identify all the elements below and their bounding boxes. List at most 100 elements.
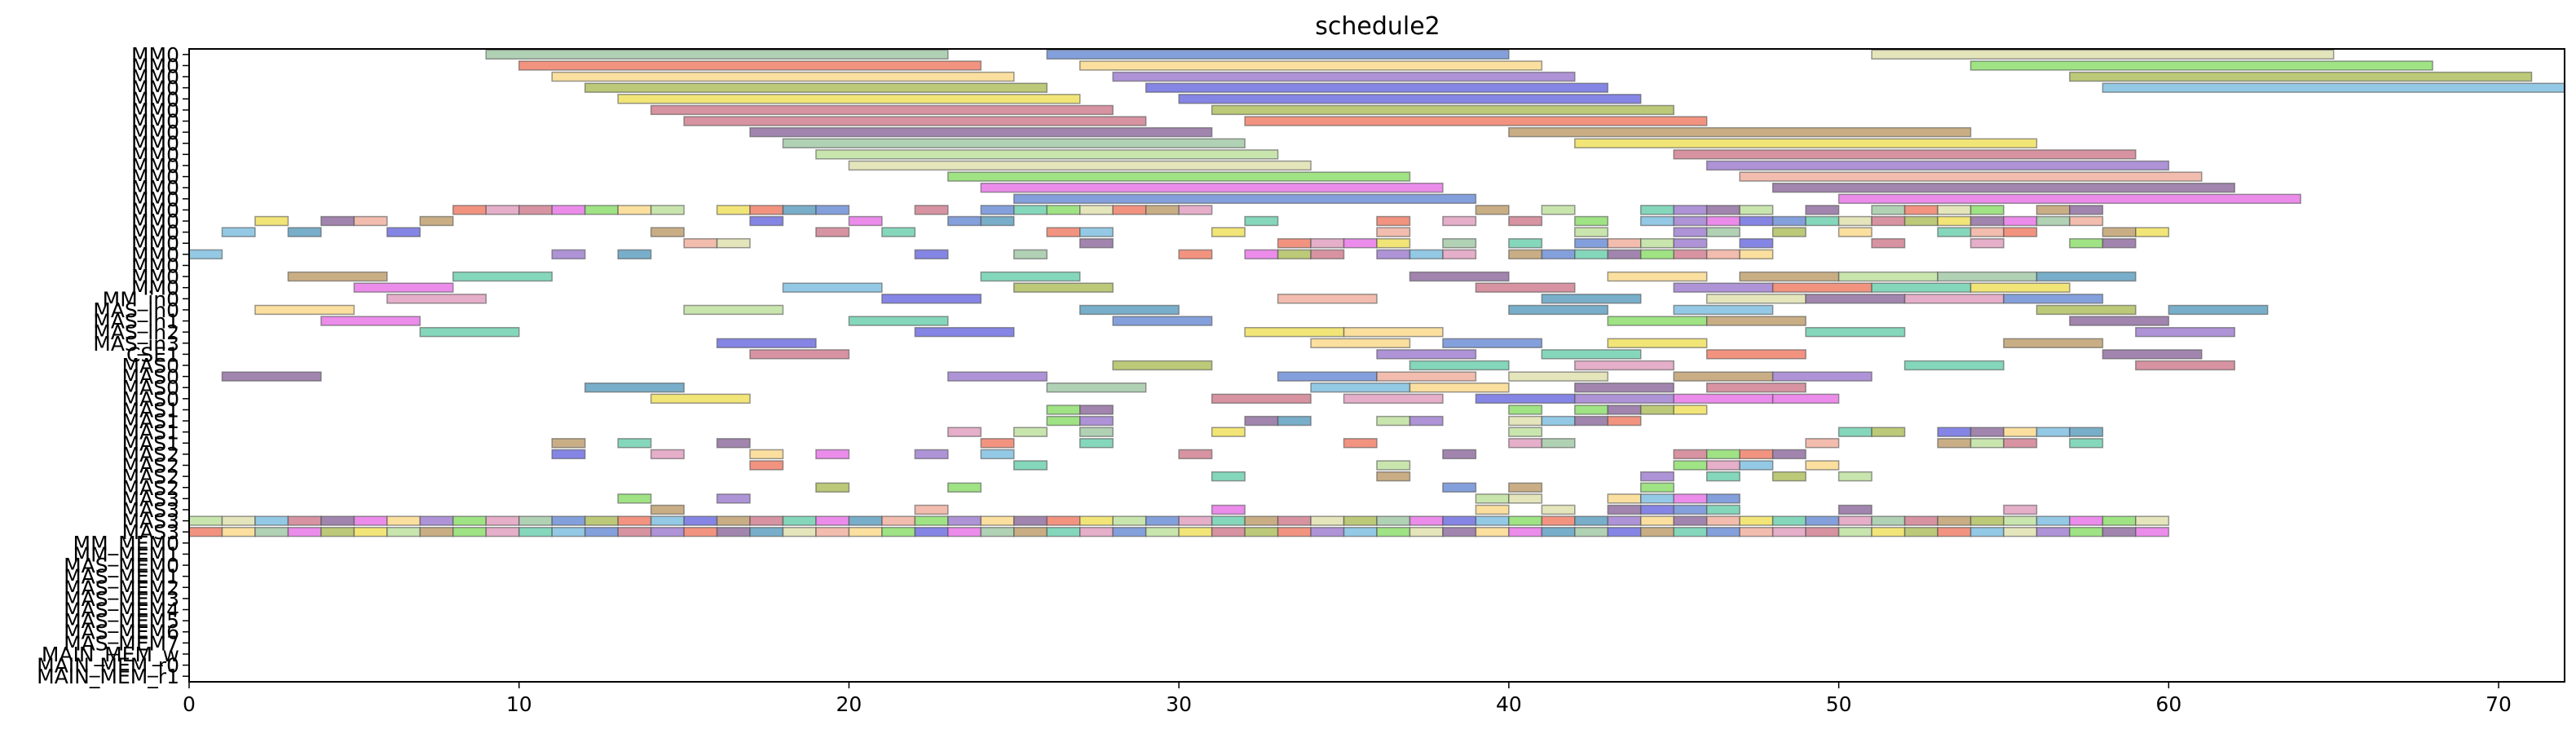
task-bar [716,527,751,537]
task-bar [947,515,982,526]
task-bar [2168,304,2269,316]
task-bar [386,515,421,526]
task-bar [1310,527,1345,537]
task-bar [1310,338,1411,348]
task-bar [1310,382,1411,393]
task-bar [1079,405,1114,415]
task-bar [551,205,586,215]
task-bar [2069,205,2104,215]
y-tick-label: MM0 [131,276,179,300]
task-bar [1343,438,1378,449]
task-bar [1640,471,1675,482]
task-bar [2102,227,2137,237]
task-bar [1739,205,1774,215]
task-bar [1607,338,1708,348]
task-bar [749,527,784,537]
task-bar [1277,249,1312,260]
task-bar [1673,149,2137,160]
task-bar [749,126,1213,138]
task-bar [1607,271,1708,282]
task-bar [1508,304,1609,316]
task-bar [650,393,751,405]
task-bar [1508,405,1543,415]
task-bar [1705,471,1740,482]
task-bar [1640,515,1675,526]
y-tick-label: MAS2 [122,443,179,466]
task-bar [1475,282,1576,293]
task-bar [1607,527,1642,537]
task-bar [1837,215,1872,227]
task-bar [1508,249,1543,260]
task-bar [1969,205,2005,215]
task-bar [749,215,784,227]
task-bar [1640,527,1675,537]
task-bar [2003,338,2104,348]
task-bar [1409,271,1510,282]
task-bar [716,438,751,449]
task-bar [1079,60,1543,71]
task-bar [1178,527,1213,537]
task-bar [2069,215,2104,227]
task-bar [716,338,817,348]
task-bar [2036,215,2071,227]
task-bar [551,527,586,537]
task-bar [452,205,487,215]
task-bar [221,371,322,382]
task-bar [1574,415,1609,427]
task-bar [1013,460,1048,471]
task-bar [1079,438,1114,449]
task-bar [1046,382,1147,393]
task-bar [1705,294,1806,304]
task-bar [1739,515,1774,526]
task-bar [914,449,949,460]
task-bar [1969,515,2005,526]
y-tick-label: MAS2 [122,465,179,489]
y-tick-label: MM0 [131,198,179,222]
task-bar [2135,515,2170,526]
task-bar [1673,393,1774,405]
task-bar [1937,527,1972,537]
task-bar [848,527,883,537]
y-tick-label: MM_in0 [103,287,179,311]
task-bar [2036,271,2137,282]
task-bar [254,515,289,526]
task-bar [683,527,718,537]
task-bar [1244,249,1279,260]
task-bar [815,205,850,215]
task-bar [1508,215,1543,227]
task-bar [1508,438,1543,449]
task-bar [1079,415,1114,427]
task-bar [1013,282,1114,293]
task-bar [584,527,619,537]
task-bar [947,427,982,437]
task-bar [2135,326,2236,338]
task-bar [980,527,1015,537]
task-bar [1805,205,1840,215]
task-bar [2036,427,2071,437]
task-bar [1969,227,2005,237]
y-tick-label: MM0 [131,254,179,277]
task-bar [1705,249,1740,260]
task-bar [1673,460,1708,471]
task-bar [1046,49,1510,60]
task-bar [1673,249,1708,260]
task-bar [1508,126,1972,138]
task-bar [188,515,223,526]
task-bar [1112,515,1147,526]
task-bar [650,227,685,237]
task-bar [1607,316,1708,326]
task-bar [2036,527,2071,537]
task-bar [2135,360,2236,371]
y-tick-label: MAS_MEM0 [64,554,179,577]
x-tick-label: 70 [2486,692,2512,716]
task-bar [551,515,586,526]
task-bar [1079,238,1114,249]
task-bar [1541,294,1642,304]
task-bar [1013,193,1477,204]
task-bar [947,171,1411,182]
task-bar [650,449,685,460]
task-bar [452,527,487,537]
task-bar [1211,504,1246,515]
task-bar [1409,415,1444,427]
